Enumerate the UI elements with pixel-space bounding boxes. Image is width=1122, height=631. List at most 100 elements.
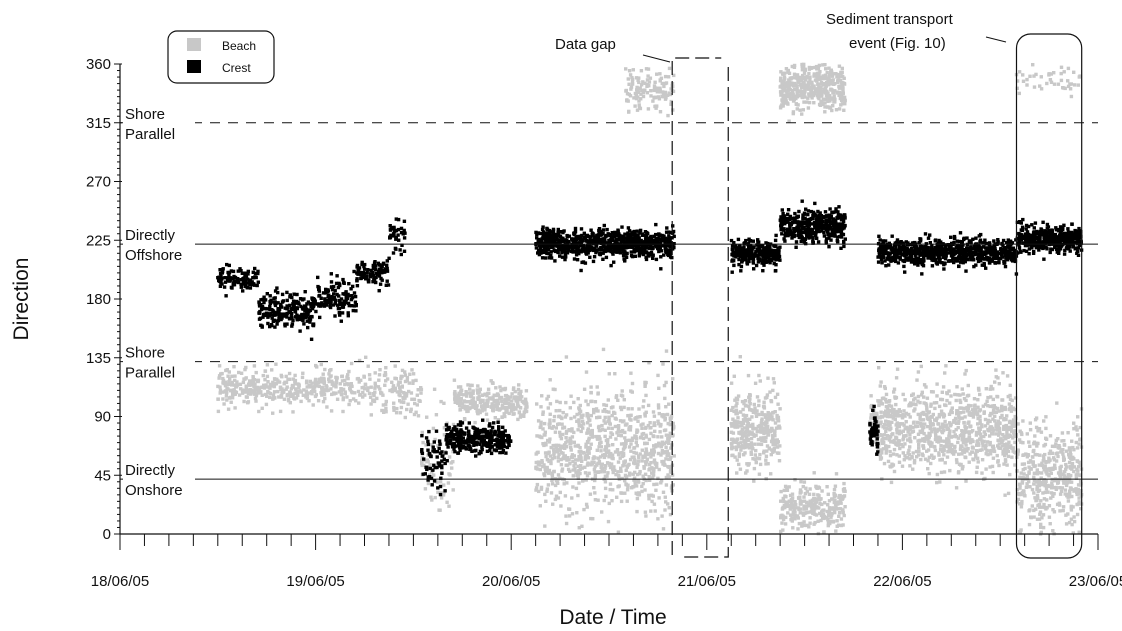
- data-point-beach: [216, 384, 220, 389]
- data-point-beach: [535, 434, 539, 438]
- data-point-beach: [931, 456, 935, 460]
- data-point-beach: [524, 402, 529, 407]
- data-point-crest: [285, 298, 289, 303]
- data-point-beach: [843, 98, 847, 102]
- data-point-beach: [801, 512, 806, 516]
- data-point-beach: [790, 498, 794, 503]
- data-point-beach: [1058, 466, 1062, 470]
- data-point-beach: [570, 455, 574, 459]
- data-point-crest: [218, 271, 223, 276]
- data-point-beach: [783, 522, 788, 526]
- data-point-beach: [879, 399, 883, 403]
- data-point-beach: [880, 439, 884, 444]
- data-point-beach: [735, 458, 739, 462]
- data-point-beach: [264, 383, 268, 387]
- data-point-beach: [646, 74, 650, 78]
- data-point-beach: [1008, 393, 1012, 398]
- data-point-beach: [976, 422, 980, 426]
- data-point-beach: [1077, 530, 1081, 534]
- data-point-beach: [882, 411, 887, 415]
- data-point-beach: [833, 510, 837, 515]
- data-point-beach: [980, 425, 984, 429]
- data-point-beach: [891, 452, 896, 456]
- data-point-beach: [986, 421, 990, 425]
- data-point-beach: [605, 474, 609, 478]
- data-point-beach: [1066, 431, 1070, 435]
- data-point-beach: [373, 386, 377, 390]
- data-point-beach: [619, 393, 624, 397]
- data-point-beach: [629, 389, 633, 393]
- data-point-beach: [783, 484, 788, 489]
- data-point-beach: [562, 443, 567, 447]
- data-point-beach: [925, 396, 930, 400]
- data-point-crest: [396, 227, 401, 232]
- data-point-beach: [357, 401, 361, 405]
- data-point-beach: [752, 434, 756, 438]
- data-point-beach: [1031, 449, 1035, 454]
- data-point-beach: [230, 383, 234, 387]
- data-point-beach: [760, 412, 764, 417]
- data-point-beach: [838, 507, 843, 511]
- data-point-beach: [246, 401, 250, 405]
- data-point-beach: [597, 415, 601, 419]
- data-point-beach: [908, 445, 912, 449]
- data-point-crest: [268, 301, 273, 305]
- data-point-crest: [331, 303, 336, 307]
- data-point-beach: [518, 406, 523, 410]
- data-point-beach: [629, 413, 633, 417]
- data-point-beach: [1000, 404, 1004, 409]
- data-point-beach: [907, 448, 911, 453]
- data-point-beach: [296, 382, 300, 386]
- data-point-beach: [608, 487, 612, 492]
- data-point-beach: [737, 462, 741, 467]
- data-point-beach: [747, 404, 751, 409]
- data-point-beach: [922, 395, 926, 399]
- data-point-beach: [754, 426, 758, 431]
- data-point-beach: [889, 426, 893, 430]
- data-point-crest: [371, 280, 375, 284]
- data-point-beach: [734, 447, 739, 452]
- data-point-beach: [646, 403, 651, 408]
- data-point-beach: [915, 455, 919, 459]
- data-point-beach: [899, 442, 903, 447]
- data-point-beach: [635, 429, 640, 433]
- data-point-beach: [798, 511, 802, 515]
- data-point-beach: [1048, 78, 1053, 82]
- data-point-beach: [898, 409, 903, 414]
- data-point-beach: [751, 425, 755, 429]
- data-point-crest: [324, 291, 328, 295]
- data-point-beach: [455, 401, 460, 405]
- data-point-beach: [420, 430, 424, 435]
- data-point-beach: [996, 460, 1000, 464]
- data-point-beach: [659, 453, 663, 457]
- data-point-beach: [1032, 491, 1036, 495]
- data-point-beach: [559, 415, 563, 419]
- data-point-beach: [1049, 491, 1054, 495]
- data-point-beach: [1062, 481, 1066, 485]
- data-point-beach: [313, 377, 318, 382]
- data-point-beach: [963, 455, 967, 459]
- data-point-beach: [766, 376, 770, 380]
- data-point-crest: [437, 446, 441, 451]
- data-point-beach: [569, 448, 573, 452]
- data-point-beach: [274, 362, 278, 366]
- data-point-beach: [407, 381, 411, 385]
- data-point-beach: [1047, 504, 1052, 508]
- data-point-beach: [934, 435, 938, 440]
- data-point-beach: [1076, 415, 1080, 419]
- data-point-beach: [588, 423, 592, 427]
- data-point-beach: [988, 387, 992, 391]
- data-point-beach: [656, 476, 660, 481]
- data-point-beach: [587, 446, 591, 450]
- data-point-beach: [995, 427, 999, 431]
- data-point-crest: [275, 286, 279, 290]
- data-point-crest: [438, 464, 442, 468]
- data-point-beach: [767, 414, 771, 418]
- data-point-beach: [582, 387, 587, 391]
- data-point-beach: [827, 95, 832, 99]
- data-point-beach: [647, 80, 652, 84]
- data-point-beach: [284, 387, 288, 391]
- data-point-beach: [630, 80, 635, 84]
- data-point-beach: [1048, 434, 1053, 438]
- data-point-beach: [465, 407, 469, 411]
